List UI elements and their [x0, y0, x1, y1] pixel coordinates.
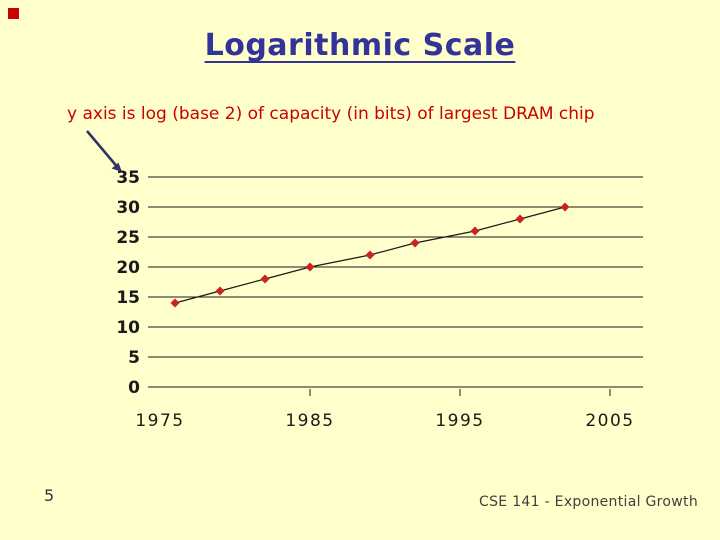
- svg-text:30: 30: [116, 198, 140, 218]
- page-title: Logarithmic Scale: [0, 28, 720, 63]
- page-title-text: Logarithmic Scale: [204, 28, 516, 63]
- svg-text:20: 20: [116, 258, 140, 278]
- y-axis-annotation: y axis is log (base 2) of capacity (in b…: [67, 104, 595, 124]
- svg-text:1975: 1975: [135, 411, 184, 431]
- svg-text:5: 5: [128, 348, 140, 368]
- slide-number: 5: [44, 486, 55, 505]
- svg-text:25: 25: [116, 228, 140, 248]
- svg-text:2005: 2005: [585, 411, 634, 431]
- corner-bullet-square: [8, 8, 19, 19]
- svg-text:1985: 1985: [285, 411, 334, 431]
- svg-text:15: 15: [116, 288, 140, 308]
- svg-text:10: 10: [116, 318, 140, 338]
- svg-text:1995: 1995: [435, 411, 484, 431]
- svg-text:0: 0: [128, 378, 140, 398]
- footer-text: CSE 141 - Exponential Growth: [479, 494, 698, 510]
- svg-text:35: 35: [116, 168, 140, 188]
